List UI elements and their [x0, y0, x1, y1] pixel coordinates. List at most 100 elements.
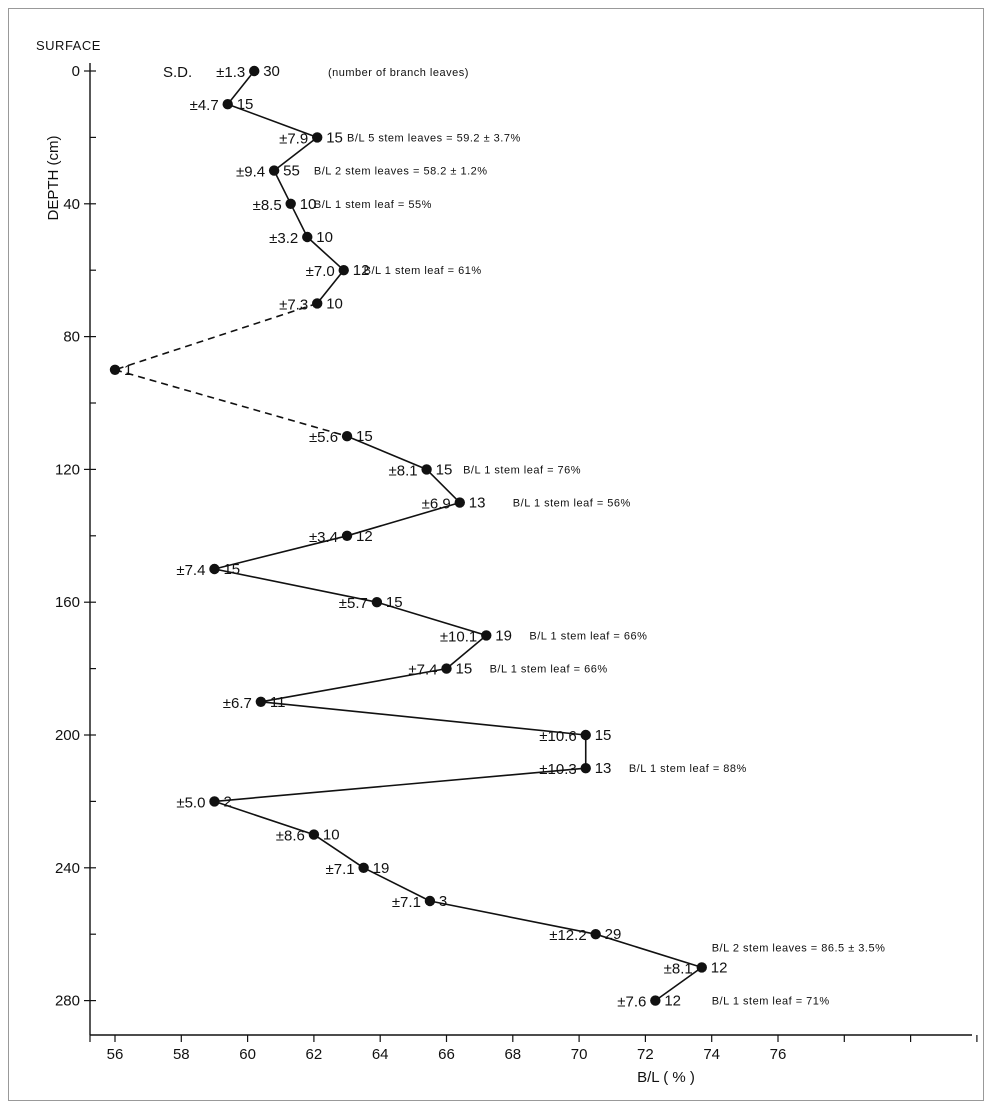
sd-label: ±8.6	[276, 828, 305, 845]
sd-label: ±7.6	[617, 994, 646, 1011]
count-label: 15	[237, 96, 254, 113]
sd-label: ±8.1	[389, 462, 418, 479]
sd-label: ±10.6	[539, 728, 576, 745]
data-point	[454, 497, 465, 508]
sd-label: ±8.1	[664, 960, 693, 977]
sd-label: ±10.3	[539, 761, 576, 778]
x-tick-label: 70	[571, 1046, 588, 1063]
sd-label: ±7.0	[306, 263, 335, 280]
stem-leaf-annotation: B/L 1 stem leaf = 66%	[529, 630, 647, 642]
data-point	[441, 663, 452, 674]
sd-label: ±7.9	[279, 130, 308, 147]
data-point	[285, 198, 296, 209]
x-tick-label: 56	[107, 1046, 124, 1063]
count-label: 13	[469, 495, 486, 512]
count-label: 10	[300, 196, 317, 213]
sd-label: ±1.3	[216, 64, 245, 81]
sd-label: ±5.0	[176, 794, 205, 811]
data-point	[109, 364, 121, 375]
count-label: 30	[263, 63, 280, 80]
count-label: 3	[439, 893, 447, 910]
line-segment	[273, 170, 292, 205]
x-axis-label: B/L ( % )	[637, 1069, 695, 1086]
dashed-segment	[114, 369, 348, 437]
count-label: 15	[456, 661, 473, 678]
data-point	[255, 696, 267, 707]
data-point	[308, 829, 320, 840]
stem-leaf-annotation: B/L 1 stem leaf = 88%	[629, 763, 747, 775]
count-note-label: (number of branch leaves)	[328, 67, 469, 79]
sd-label: ±7.1	[392, 894, 421, 911]
count-label: 19	[373, 860, 390, 877]
x-tick-label: 74	[703, 1046, 720, 1063]
x-tick-label: 62	[306, 1046, 323, 1063]
data-point	[209, 563, 220, 575]
count-label: 29	[605, 926, 622, 943]
y-tick-label: 240	[55, 860, 80, 877]
data-point	[590, 929, 601, 940]
figure-frame	[8, 8, 984, 1101]
y-tick-label: 0	[72, 63, 80, 80]
line-segment	[227, 70, 255, 105]
line-segment	[595, 933, 702, 969]
count-label: 15	[436, 461, 453, 478]
y-tick-label: 120	[55, 461, 80, 478]
axes: 0 40 80 120 160 200 240 280 56 58 60 62 64 66 68 70 72 74…	[55, 63, 978, 1063]
y-axis-label: DEPTH (cm)	[45, 136, 62, 221]
count-label: 10	[316, 229, 333, 246]
data-point	[249, 65, 260, 77]
count-label: 12	[356, 528, 373, 545]
count-label: 10	[323, 827, 340, 844]
x-tick-label: 76	[770, 1046, 787, 1063]
data-point	[580, 763, 591, 774]
count-label: 1	[124, 362, 132, 379]
y-tick-label: 280	[55, 993, 80, 1010]
data-points	[109, 65, 707, 1006]
sd-label: ±7.4	[408, 662, 437, 679]
x-tick-label: 64	[372, 1046, 389, 1063]
line-segment	[214, 568, 378, 603]
x-tick-label: 66	[438, 1046, 455, 1063]
count-label: 55	[283, 163, 300, 180]
line-segment	[363, 867, 431, 902]
sd-label: ±5.7	[339, 595, 368, 612]
count-label: 12	[711, 959, 728, 976]
line-segment	[376, 601, 487, 637]
line-segment	[654, 966, 703, 1002]
stem-leaf-annotation: B/L 1 stem leaf = 76%	[463, 464, 581, 476]
sd-label: ±3.4	[309, 529, 338, 546]
data-point	[302, 231, 313, 243]
x-tick-label: 60	[239, 1046, 256, 1063]
count-label: 2	[223, 793, 231, 810]
data-point	[481, 630, 492, 641]
sd-label: ±7.3	[279, 296, 308, 313]
data-point	[312, 132, 323, 143]
line-segment	[214, 767, 586, 803]
y-tick-label: 200	[55, 727, 80, 744]
count-label: 19	[495, 627, 512, 644]
surface-label: SURFACE	[36, 38, 101, 53]
y-tick-label: 40	[63, 196, 80, 213]
data-point	[580, 729, 591, 741]
sd-label: ±9.4	[236, 164, 265, 181]
count-label: 15	[326, 129, 343, 146]
sd-label: ±4.7	[190, 97, 219, 114]
line-segment	[346, 501, 460, 537]
data-point	[222, 99, 233, 110]
data-point	[424, 895, 436, 907]
sd-label: ±7.4	[176, 562, 205, 579]
x-tick-label: 72	[637, 1046, 654, 1063]
line-segment	[227, 103, 318, 139]
stem-leaf-annotation: B/L 1 stem leaf = 55%	[314, 199, 432, 211]
x-tick-label: 58	[173, 1046, 190, 1063]
count-label: 12	[353, 262, 370, 279]
sd-prefix-label: S.D.	[163, 64, 192, 81]
sd-label: ±3.2	[269, 230, 298, 247]
data-point	[312, 298, 323, 309]
sd-label: ±8.5	[253, 197, 282, 214]
data-point	[338, 265, 349, 276]
line-segment	[316, 269, 345, 304]
sd-label: ±6.9	[422, 496, 451, 513]
data-point	[341, 431, 353, 442]
count-label: 11	[270, 694, 286, 711]
